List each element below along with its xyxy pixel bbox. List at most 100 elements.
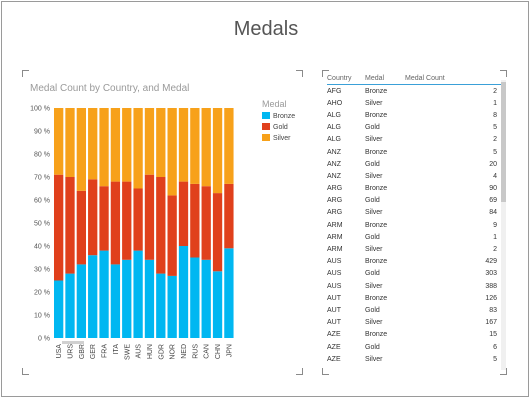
y-tick-label: 90 % (34, 129, 50, 136)
table-row[interactable]: AUS Gold 303 (327, 268, 501, 280)
table-row[interactable]: ARG Bronze 90 (327, 183, 501, 195)
bar-segment-gold-can[interactable] (201, 186, 211, 260)
cell-medal: Silver (365, 172, 383, 180)
bars[interactable] (54, 108, 234, 338)
cell-medal-count: 69 (489, 197, 497, 205)
bar-segment-silver-gdr[interactable] (156, 108, 166, 177)
bar-segment-bronze-ned[interactable] (178, 246, 189, 338)
cell-medal-count: 167 (485, 319, 497, 327)
table-row[interactable]: ANZ Silver 4 (327, 170, 501, 182)
table-row[interactable]: AFG Bronze 2 (327, 85, 501, 98)
legend-title: Medal (262, 99, 287, 109)
column-header-medal[interactable]: Medal (365, 72, 405, 85)
bar-segment-bronze-chn[interactable] (212, 271, 223, 338)
bar-segment-bronze-ita[interactable] (110, 264, 121, 338)
legend-swatch-bronze[interactable] (262, 112, 270, 119)
bar-segment-silver-can[interactable] (201, 108, 211, 187)
column-header-country[interactable]: Country (327, 72, 365, 85)
legend-label-silver[interactable]: Silver (273, 135, 291, 142)
legend-swatch-silver[interactable] (262, 134, 270, 141)
table-row[interactable]: AUS Silver 388 (327, 280, 501, 292)
bar-segment-bronze-fra[interactable] (99, 250, 109, 338)
bar-segment-gold-jpn[interactable] (224, 183, 234, 249)
table-row[interactable]: AZE Silver 5 (327, 353, 501, 365)
table-scrollbar[interactable] (501, 80, 506, 370)
cell-medal: Gold (365, 124, 380, 132)
bar-segment-bronze-swe[interactable] (122, 259, 132, 338)
bar-segment-gold-rus[interactable] (190, 183, 200, 258)
table-row[interactable]: AZE Gold 6 (327, 341, 501, 353)
bar-segment-silver-ger[interactable] (88, 108, 98, 180)
bar-segment-gold-ger[interactable] (88, 179, 98, 256)
legend-label-gold[interactable]: Gold (273, 124, 288, 131)
table-row[interactable]: ARG Silver 84 (327, 207, 501, 219)
bar-segment-silver-urs[interactable] (65, 108, 75, 177)
table-row[interactable]: ARM Gold 1 (327, 231, 501, 243)
legend-label-bronze[interactable]: Bronze (273, 113, 295, 120)
bar-segment-gold-ned[interactable] (178, 181, 189, 246)
legend-swatch-gold[interactable] (262, 123, 270, 130)
scrollbar-thumb[interactable] (501, 82, 506, 202)
bar-segment-bronze-nor[interactable] (167, 275, 177, 338)
cell-medal: Gold (365, 233, 380, 241)
bar-segment-bronze-jpn[interactable] (224, 248, 234, 338)
bar-segment-bronze-ger[interactable] (88, 255, 98, 338)
table-row[interactable]: ANZ Bronze 5 (327, 146, 501, 158)
bar-segment-gold-swe[interactable] (122, 181, 132, 260)
table-row[interactable]: ALG Bronze 8 (327, 109, 501, 121)
bar-segment-gold-ita[interactable] (110, 181, 121, 265)
bar-segment-gold-nor[interactable] (167, 195, 177, 276)
bar-segment-bronze-hun[interactable] (144, 259, 155, 338)
bar-segment-bronze-gbr[interactable] (76, 264, 86, 338)
table-row[interactable]: AUT Silver 167 (327, 317, 501, 329)
bar-segment-silver-rus[interactable] (190, 108, 200, 184)
medal-table[interactable]: Country Medal Medal Count AFG Bronze 2 AHO S… (327, 72, 501, 370)
bar-segment-bronze-rus[interactable] (190, 257, 200, 339)
cell-medal: Gold (365, 197, 380, 205)
table-row[interactable]: AUT Bronze 126 (327, 292, 501, 304)
bar-segment-gold-fra[interactable] (99, 186, 109, 251)
bar-segment-gold-hun[interactable] (144, 174, 155, 260)
y-tick-label: 80 % (34, 152, 50, 159)
table-row[interactable]: AUT Gold 83 (327, 304, 501, 316)
bar-segment-silver-gbr[interactable] (76, 108, 86, 191)
bar-segment-silver-fra[interactable] (99, 108, 109, 187)
bar-segment-gold-gdr[interactable] (156, 177, 166, 274)
bar-segment-silver-jpn[interactable] (224, 108, 234, 184)
bar-segment-gold-usa[interactable] (54, 174, 64, 281)
table-row[interactable]: ALG Silver 2 (327, 134, 501, 146)
bar-segment-bronze-urs[interactable] (65, 273, 75, 338)
table-row[interactable]: AHO Silver 1 (327, 97, 501, 109)
bar-segment-gold-gbr[interactable] (76, 190, 86, 265)
bar-segment-bronze-can[interactable] (201, 259, 211, 338)
bar-segment-gold-aus[interactable] (133, 188, 143, 251)
bar-segment-silver-nor[interactable] (167, 108, 177, 196)
column-header-medal-count[interactable]: Medal Count (405, 72, 501, 85)
chart-scrollbar[interactable] (62, 341, 84, 344)
table-row[interactable]: ARM Bronze 9 (327, 219, 501, 231)
bar-segment-gold-chn[interactable] (212, 193, 223, 272)
bar-segment-bronze-usa[interactable] (54, 280, 64, 339)
bar-segment-silver-aus[interactable] (133, 108, 143, 189)
table-row[interactable]: AZE Bronze 15 (327, 329, 501, 341)
cell-medal: Gold (365, 270, 380, 278)
table-row[interactable]: ANZ Gold 20 (327, 158, 501, 170)
table-row[interactable]: ARG Gold 69 (327, 195, 501, 207)
legend[interactable]: Medal Bronze Gold Silver (262, 99, 295, 142)
table-row[interactable]: AUS Bronze 429 (327, 256, 501, 268)
table-row[interactable]: ALG Gold 5 (327, 122, 501, 134)
table-row[interactable]: ARM Silver 2 (327, 243, 501, 255)
bar-segment-silver-chn[interactable] (212, 108, 223, 194)
cell-medal-count: 15 (489, 331, 497, 339)
cell-medal-count: 2 (493, 136, 497, 144)
bar-segment-bronze-aus[interactable] (133, 250, 143, 338)
bar-segment-silver-usa[interactable] (54, 108, 64, 175)
bar-segment-bronze-gdr[interactable] (156, 273, 166, 338)
bar-segment-silver-ned[interactable] (178, 108, 189, 182)
bar-segment-silver-swe[interactable] (122, 108, 132, 182)
bar-segment-gold-urs[interactable] (65, 177, 75, 274)
chart-title: Medal Count by Country, and Medal (30, 83, 189, 94)
bar-segment-silver-hun[interactable] (144, 108, 155, 175)
bar-segment-silver-ita[interactable] (110, 108, 121, 182)
